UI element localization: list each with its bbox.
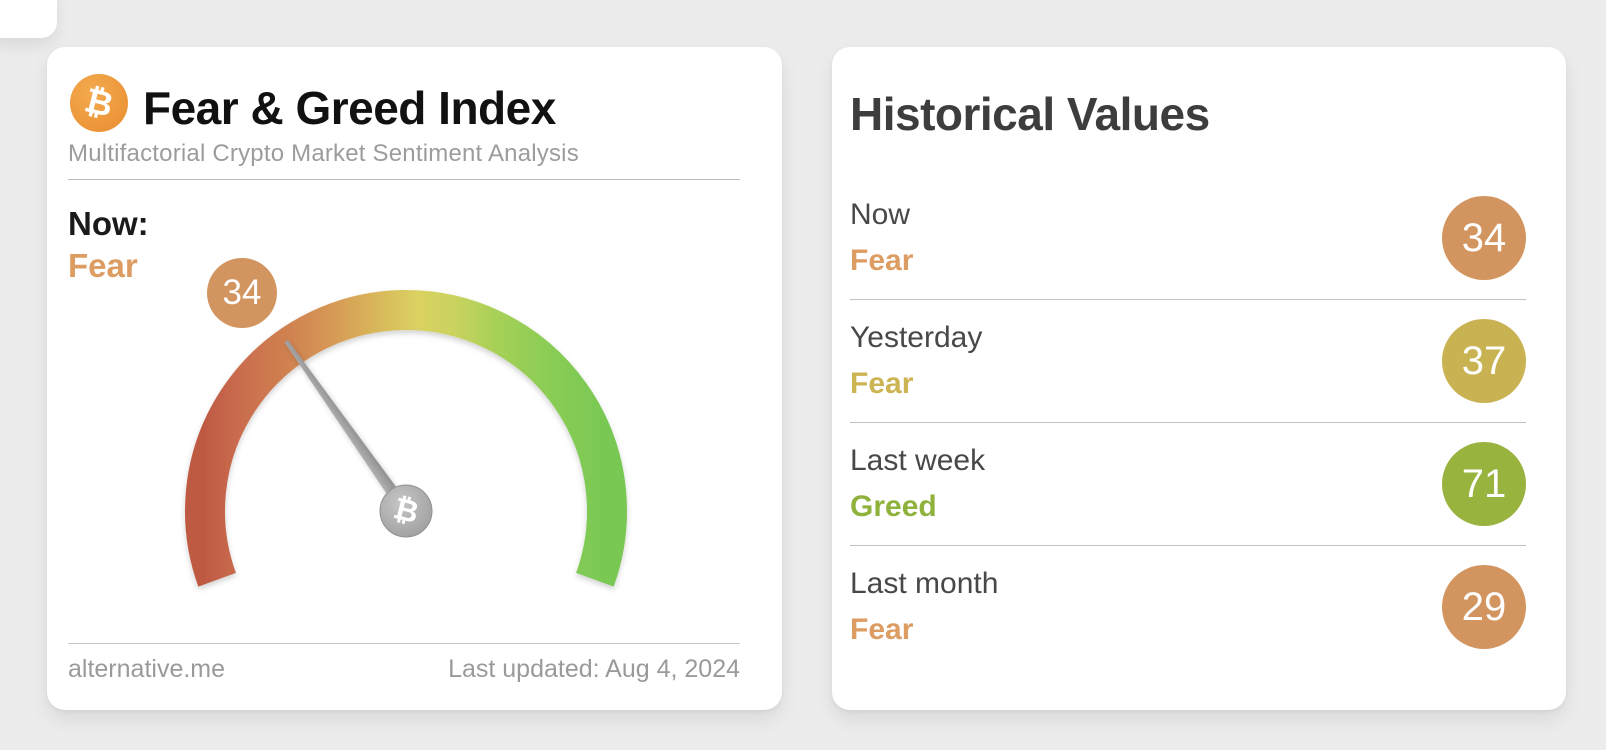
row-sentiment: Fear [850, 367, 914, 400]
value-badge: 34 [1442, 196, 1526, 280]
card-title: Fear & Greed Index [143, 82, 556, 134]
partial-card-corner [0, 0, 57, 38]
gauge-hub-bitcoin-icon: ₿ [379, 484, 433, 538]
row-label: Now [850, 198, 911, 231]
row-label: Yesterday [850, 321, 983, 354]
row-sentiment: Fear [850, 613, 914, 646]
footer-divider [68, 643, 740, 644]
gauge-arc [185, 290, 627, 587]
now-label: Now: [68, 205, 149, 242]
gauge-needle [284, 339, 414, 519]
row-sentiment: Greed [850, 490, 937, 523]
bitcoin-logo-icon: ₿ [70, 74, 128, 132]
historical-values-card: Historical Values Now Fear 34 Yesterday … [832, 47, 1566, 710]
card-subtitle: Multifactorial Crypto Market Sentiment A… [68, 140, 579, 167]
source-link[interactable]: alternative.me [68, 655, 226, 683]
historical-title: Historical Values [850, 88, 1210, 140]
row-sentiment: Fear [850, 244, 914, 277]
historical-row-last-week: Last week Greed 71 [850, 423, 1526, 546]
header-divider [68, 179, 740, 180]
historical-row-last-month: Last month Fear 29 [850, 546, 1526, 668]
card-footer: alternative.me Last updated: Aug 4, 2024 [68, 655, 740, 684]
historical-row-yesterday: Yesterday Fear 37 [850, 300, 1526, 423]
value-badge: 29 [1442, 565, 1526, 649]
now-sentiment: Fear [68, 247, 138, 284]
value-badge: 71 [1442, 442, 1526, 526]
gauge-value-badge: 34 [207, 258, 277, 328]
value-badge: 37 [1442, 319, 1526, 403]
fear-greed-index-card: ₿ Fear & Greed Index Multifactorial Cryp… [47, 47, 782, 710]
gauge-chart: ₿ [185, 290, 627, 587]
historical-row-now: Now Fear 34 [850, 177, 1526, 300]
last-updated-text: Last updated: Aug 4, 2024 [448, 655, 740, 683]
row-label: Last month [850, 567, 999, 600]
historical-rows: Now Fear 34 Yesterday Fear 37 Last week … [850, 177, 1526, 668]
row-label: Last week [850, 444, 986, 477]
